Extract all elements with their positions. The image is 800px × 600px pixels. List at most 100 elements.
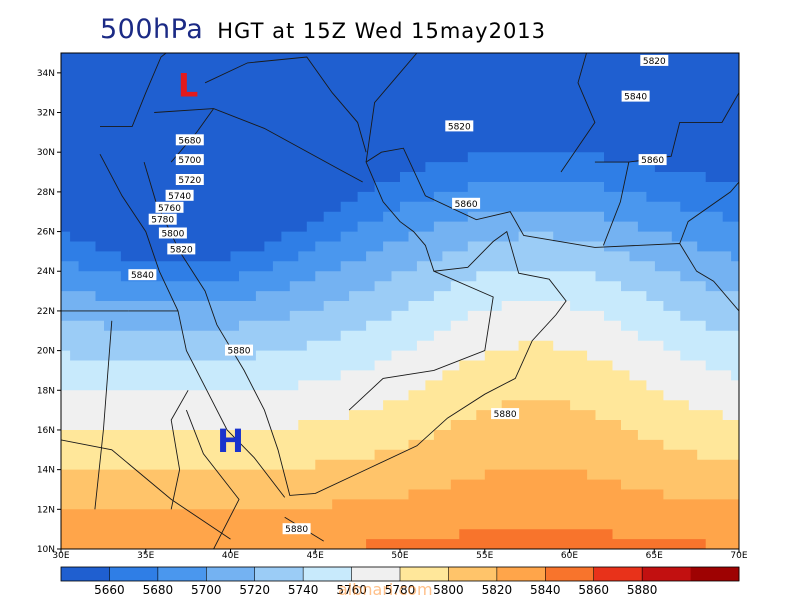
lon-tick-label: 30E [52,551,69,561]
contour-label-text: 5740 [168,192,191,202]
contour-label-text: 5800 [161,230,184,240]
coastline [594,92,739,163]
contour-label-text: 5860 [641,156,664,166]
contour-label-text: 5820 [448,122,471,132]
lat-tick-label: 24N [37,267,55,277]
contour-label-text: 5820 [643,57,666,67]
colorbar-label: 5780 [385,583,416,597]
contour-label: 5820 [640,54,669,67]
colorbar-label: 5760 [336,583,367,597]
contour-label-bg [638,154,667,166]
pressure-system-low: L [178,67,198,105]
coastline [94,320,113,510]
lon-tick-label: 55E [476,551,493,561]
coastlines [61,53,739,549]
height-bands [61,53,739,549]
contour-label-bg [445,120,474,132]
colorbar-label: 5720 [239,583,270,597]
contour-label-text: 5840 [131,271,154,281]
contour-label-bg [148,213,177,225]
contour-label-text: 5860 [455,200,478,210]
lat-tick-label: 34N [37,69,55,79]
coastline [61,439,231,540]
watermark: albnari.com [338,580,433,599]
colorbar-swatch [206,567,256,581]
lon-tick-label: 60E [561,551,578,561]
colorbar-swatch [593,567,643,581]
lon-tick-label: 65E [646,551,663,561]
coastline [154,108,363,183]
contour-label: 5880 [491,408,520,420]
colorbar-label: 5820 [482,583,513,597]
colorbar-swatch [351,567,401,581]
colorbar-swatch [157,567,207,581]
contour-label-bg [158,227,187,239]
pressure-system-high: H [217,422,244,460]
contour-label-bg [128,269,157,281]
colorbar-swatch [109,567,159,581]
contour-label: 5760 [155,201,184,214]
contour-label-bg [640,54,669,66]
contour-label-text: 5820 [170,245,193,255]
colorbar-swatch [303,567,352,581]
contour-label-text: 5700 [178,156,201,166]
contour-label: 5720 [175,174,204,186]
contour-label: 5860 [638,154,667,166]
coastline [170,108,214,163]
axis-ticks: 30E 35E 40E 45E 50E 55E 60E 65E 70E 10N 12N 14N 16N 1… [37,69,748,561]
colorbar-label: 5740 [288,583,319,597]
lat-tick-label: 18N [37,386,55,396]
contour-label-bg [175,134,204,146]
contour-label-bg [175,154,204,166]
coastline [560,53,596,173]
coastline [170,390,189,510]
title-sub: HGT at 15Z Wed 15may2013 [217,19,547,43]
contour-label-text: 5840 [624,93,647,103]
colorbar-label: 5800 [433,583,464,597]
lat-tick-label: 20N [37,347,55,357]
contour-label-bg [167,243,196,255]
contour-label-bg [165,189,194,201]
colorbar-swatch [496,567,546,581]
lon-tick-label: 35E [137,551,154,561]
contour-label: 5680 [175,134,204,146]
chart-title: 500hPa HGT at 15Z Wed 15may2013 [100,14,546,45]
contour-label: 5800 [158,227,187,240]
colorbar-label: 5880 [627,583,658,597]
lat-tick-label: 10N [37,545,55,555]
contour-label: 5700 [175,154,204,166]
lat-tick-label: 12N [37,505,55,515]
colorbar: 5660 5680 5700 5720 5740 5760 5780 5800 5820 5840… [60,566,740,597]
coastline [99,153,286,498]
contour-label-bg [175,174,204,185]
contour-label-bg [225,344,253,356]
contour-label: 5780 [148,213,177,226]
contour-label: 5860 [452,197,481,210]
colorbar-label: 5840 [530,583,561,597]
lat-tick-label: 30N [37,148,55,158]
colorbar-swatch [642,567,691,581]
colorbar-swatch [254,567,304,581]
contour-label-text: 5760 [158,204,181,214]
coastline [204,56,367,153]
height-band [61,469,739,549]
coastline [365,53,418,163]
coastline [602,162,630,246]
contour-label-text: 5720 [178,176,201,186]
colorbar-swatch [448,567,498,581]
colorbar-label: 5700 [191,583,222,597]
lon-tick-label: 70E [730,551,747,561]
contour-label: 5820 [445,120,474,132]
contour-label: 5820 [167,243,196,255]
contour-label: 5840 [621,90,650,103]
lat-tick-label: 32N [37,109,55,119]
contour-label: 5740 [165,189,194,202]
contour-label-text: 5880 [494,410,517,420]
colorbar-label: 5660 [94,583,125,597]
colorbar-label: 5860 [578,583,609,597]
title-main: 500hPa [100,14,204,45]
coastline [143,147,739,496]
contour-label: 5880 [282,523,311,535]
lat-tick-label: 16N [37,426,55,436]
